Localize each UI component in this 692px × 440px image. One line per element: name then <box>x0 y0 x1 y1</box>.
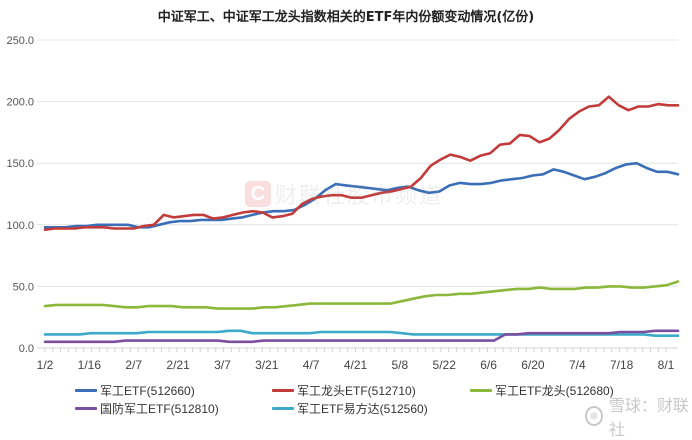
xueqiu-logo-icon: ⊗ <box>585 406 603 426</box>
line-chart: 0.0 50.0 100.0 150.0 200.0 250.0 1/2 1/16 2/7 2/… <box>6 35 680 372</box>
legend-label: 军工ETF(512660) <box>100 384 195 398</box>
svg-text:6/20: 6/20 <box>521 358 545 372</box>
gridlines <box>37 39 678 287</box>
svg-text:1/2: 1/2 <box>37 358 54 372</box>
series-line <box>43 329 680 344</box>
svg-text:6/6: 6/6 <box>480 358 497 372</box>
svg-text:100.0: 100.0 <box>6 220 34 232</box>
svg-text:5/8: 5/8 <box>392 358 409 372</box>
legend-swatch <box>272 407 294 410</box>
svg-text:3/21: 3/21 <box>255 358 279 372</box>
svg-text:0.0: 0.0 <box>19 343 34 355</box>
legend-swatch <box>75 407 97 410</box>
svg-text:3/7: 3/7 <box>214 358 231 372</box>
svg-text:4/7: 4/7 <box>303 358 320 372</box>
svg-text:7/18: 7/18 <box>610 358 634 372</box>
svg-text:1/16: 1/16 <box>78 358 102 372</box>
series-line <box>43 280 680 310</box>
legend-swatch <box>470 389 492 392</box>
legend-label: 军工ETF易方达(512560) <box>297 402 428 416</box>
watermark-center-text: 财联社股市频道 <box>275 184 444 209</box>
svg-text:50.0: 50.0 <box>13 281 34 293</box>
svg-text:250.0: 250.0 <box>6 35 34 47</box>
svg-text:150.0: 150.0 <box>6 158 34 170</box>
legend-label: 国防军工ETF(512810) <box>100 402 219 416</box>
watermark-corner: ⊗ 雪球：财联社 <box>585 392 692 440</box>
svg-text:7/4: 7/4 <box>569 358 586 372</box>
legend: 军工ETF(512660) 军工龙头ETF(512710) 军工ETF龙头(51… <box>0 378 692 418</box>
svg-text:4/21: 4/21 <box>344 358 368 372</box>
svg-text:8/1: 8/1 <box>658 358 675 372</box>
watermark-corner-text: 雪球：财联社 <box>608 396 689 439</box>
y-axis-ticks: 0.0 50.0 100.0 150.0 200.0 250.0 <box>6 35 34 355</box>
legend-swatch <box>272 389 294 392</box>
x-axis: 1/2 1/16 2/7 2/21 3/7 3/21 4/7 4/21 5/8 5/22 6/6 6/… <box>37 347 678 372</box>
legend-item-512710[interactable]: 军工龙头ETF(512710) <box>272 382 416 399</box>
svg-text:5/22: 5/22 <box>433 358 457 372</box>
legend-item-512560[interactable]: 军工ETF易方达(512560) <box>272 400 428 417</box>
svg-text:200.0: 200.0 <box>6 97 34 109</box>
chart-title: 中证军工、中证军工龙头指数相关的ETF年内份额变动情况(亿份) <box>157 10 535 25</box>
legend-item-512810[interactable]: 国防军工ETF(512810) <box>75 400 219 417</box>
series-line <box>43 161 680 229</box>
svg-text:2/7: 2/7 <box>125 358 142 372</box>
watermark-center: C 财联社股市频道 <box>245 178 443 210</box>
legend-label: 军工龙头ETF(512710) <box>297 384 416 398</box>
data-series <box>43 95 680 344</box>
legend-item-512680[interactable]: 军工ETF龙头(512680) <box>470 382 614 399</box>
legend-label: 军工ETF龙头(512680) <box>495 384 614 398</box>
legend-swatch <box>75 389 97 392</box>
svg-text:2/21: 2/21 <box>166 358 190 372</box>
series-line <box>43 95 680 231</box>
cls-logo-icon: C <box>245 181 271 207</box>
legend-item-512660[interactable]: 军工ETF(512660) <box>75 382 195 399</box>
